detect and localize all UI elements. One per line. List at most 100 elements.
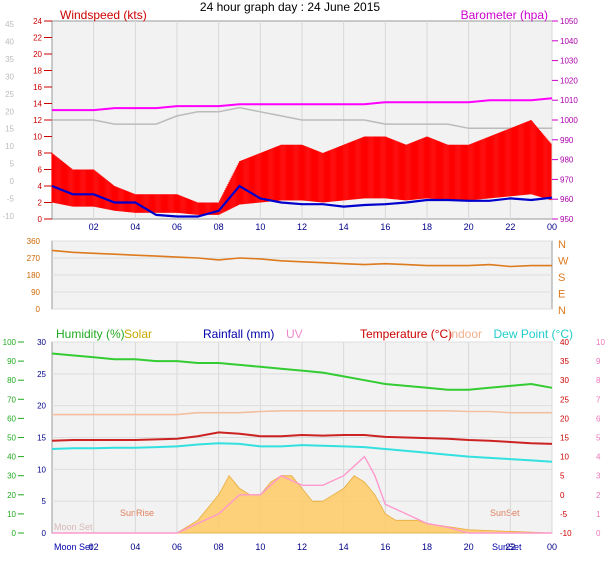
temperature-tick-label: 20 (560, 414, 569, 423)
humidity-tick-label: 80 (7, 376, 16, 385)
windspeed-label: Windspeed (kts) (60, 8, 147, 22)
direction-tick-label: 270 (27, 254, 41, 263)
uv-tick-label: 10 (596, 338, 605, 347)
uv-line (52, 455, 552, 534)
uv-tick-label: 3 (596, 472, 601, 481)
windspeed-tick-label: 24 (33, 17, 42, 26)
barometer-tick-label: 1040 (560, 37, 578, 46)
barometer-tick-label: 970 (560, 175, 574, 184)
wind-outer-tick-label: 40 (5, 37, 14, 46)
uv-tick-label: 7 (596, 395, 601, 404)
temp-x-tick-label: 18 (422, 542, 432, 552)
compass-label: W (558, 256, 569, 268)
humidity-tick-label: 70 (7, 395, 16, 404)
wind-baro-panel: Windspeed (kts) Barometer (hpa) 02 04 06 08… (2, 8, 578, 232)
direction-tick-label: 0 (36, 305, 41, 314)
windspeed-tick-label: 8 (38, 149, 43, 158)
moonset-event-faint: Moon Set (54, 522, 93, 532)
sunset-event-bottom: SunSet (492, 542, 522, 552)
temperature-tick-label: 30 (560, 376, 569, 385)
wind-outer-tick-label: 20 (5, 107, 14, 116)
temperature-tick-label: 40 (560, 338, 569, 347)
barometer-tick-label: 1020 (560, 76, 578, 85)
uv-tick-label: 5 (596, 434, 601, 443)
dewpoint-line (51, 442, 553, 463)
uv-tick-label: 2 (596, 491, 601, 500)
graph-title: 24 hour graph day : 24 June 2015 (200, 0, 380, 14)
wind-x-tick-label: 22 (505, 222, 515, 232)
temperature-label: Temperature (°C) (360, 327, 452, 341)
temp-x-tick-label: 08 (214, 542, 224, 552)
wind-outer-tick-label: -5 (7, 195, 15, 204)
temp-x-tick-label: 16 (380, 542, 390, 552)
rainfall-tick-label: 25 (37, 370, 46, 379)
indoor-temp-line (52, 409, 552, 416)
windspeed-tick-label: 2 (38, 199, 43, 208)
compass-label: S (558, 272, 565, 284)
wind-outer-tick-label: 5 (10, 160, 15, 169)
uv-tick-label: 1 (596, 510, 601, 519)
rainfall-tick-label: 15 (37, 434, 46, 443)
barometer-tick-label: 1010 (560, 96, 578, 105)
rainfall-tick-label: 10 (37, 465, 46, 474)
uv-tick-label: 6 (596, 414, 601, 423)
temperature-tick-label: 25 (560, 395, 569, 404)
humidity-tick-label: 100 (3, 338, 17, 347)
wind-outer-tick-label: -10 (2, 212, 14, 221)
temperature-tick-label: 15 (560, 434, 569, 443)
temperature-tick-label: 0 (560, 491, 565, 500)
wind-x-tick-label: 16 (380, 222, 390, 232)
direction-tick-label: 180 (27, 271, 41, 280)
barometer-tick-label: 1030 (560, 57, 578, 66)
windspeed-tick-label: 10 (33, 133, 42, 142)
windspeed-tick-label: 16 (33, 83, 42, 92)
wind-x-tick-label: 02 (89, 222, 99, 232)
wind-x-tick-label: 06 (172, 222, 182, 232)
barometer-tick-label: 960 (560, 195, 574, 204)
uv-tick-label: 0 (596, 529, 601, 538)
wind-average-line (51, 184, 553, 218)
windspeed-tick-label: 12 (33, 116, 42, 125)
temp-x-tick-label: 12 (297, 542, 307, 552)
wind-outer-tick-label: 35 (5, 55, 14, 64)
barometer-tick-label: 990 (560, 136, 574, 145)
rainfall-tick-label: 20 (37, 402, 46, 411)
rainfall-tick-label: 0 (42, 529, 47, 538)
humidity-tick-label: 90 (7, 357, 16, 366)
windspeed-tick-label: 18 (33, 67, 42, 76)
indoor-label: Indoor (448, 327, 482, 341)
temperature-tick-label: -10 (560, 529, 572, 538)
rainfall-tick-label: 5 (42, 497, 47, 506)
rainfall-label: Rainfall (mm) (203, 327, 274, 341)
compass-label: N (558, 305, 566, 317)
wind-outer-tick-label: 45 (5, 20, 14, 29)
windspeed-tick-label: 14 (33, 100, 42, 109)
wind-x-tick-label: 08 (214, 222, 224, 232)
outside-temp-line (52, 106, 552, 130)
windspeed-tick-label: 4 (38, 182, 43, 191)
humidity-tick-label: 30 (7, 472, 16, 481)
humidity-label: Humidity (%) (56, 327, 125, 341)
wind-x-tick-label: 00 (547, 222, 557, 232)
temperature-tick-label: 10 (560, 453, 569, 462)
humidity-line (51, 352, 553, 391)
solar-label: Solar (124, 327, 152, 341)
wind-outer-tick-label: 25 (5, 90, 14, 99)
direction-tick-label: 360 (27, 237, 41, 246)
temp-x-tick-label: 22 (505, 542, 515, 552)
wind-x-tick-label: 04 (130, 222, 140, 232)
temp-x-tick-label: 00 (547, 542, 557, 552)
temperature-line (51, 431, 553, 445)
humidity-tick-label: 0 (12, 529, 17, 538)
sunrise-event: SunRise (120, 508, 154, 518)
uv-label: UV (286, 327, 303, 341)
moonset-event-bottom: Moon Set (54, 542, 93, 552)
wind-outer-tick-label: 30 (5, 72, 14, 81)
wind-x-tick-label: 18 (422, 222, 432, 232)
wind-direction-line (51, 249, 552, 268)
temperature-tick-label: 35 (560, 357, 569, 366)
temperature-tick-label: -5 (560, 510, 568, 519)
temp-x-tick-label: 06 (172, 542, 182, 552)
